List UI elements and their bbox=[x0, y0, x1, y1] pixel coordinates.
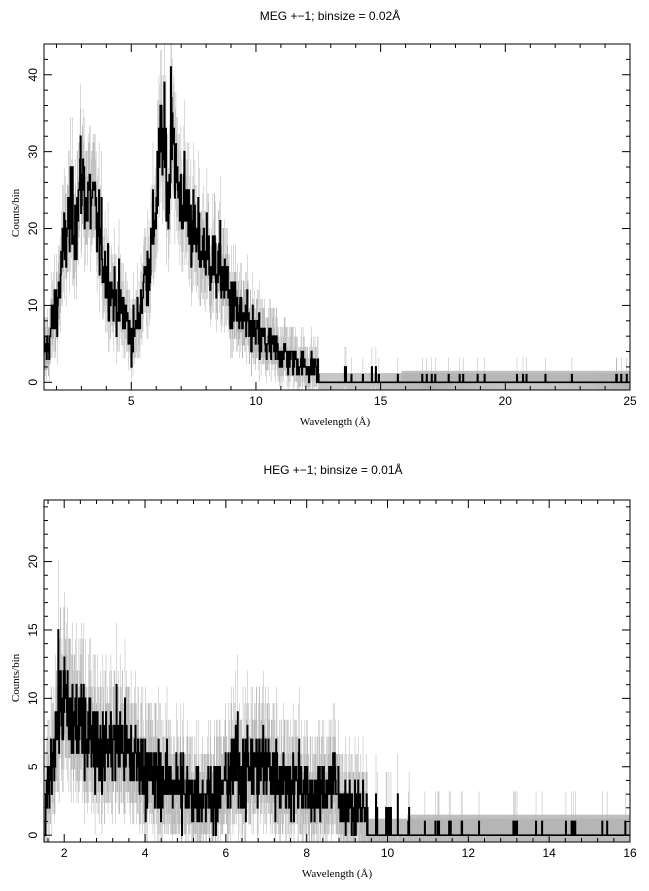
x-tick-label: 20 bbox=[499, 394, 513, 408]
histogram-line bbox=[43, 66, 631, 384]
tick-labels: 2 4 6 8 10 12 14 16 0 5 10 15 20 bbox=[26, 555, 637, 860]
plot-frame bbox=[43, 43, 631, 391]
y-tick-label: 0 bbox=[26, 379, 40, 386]
heg-panel: HEG +−1; binsize = 0.01Å 2 4 6 8 10 12 14 16 0 5 1… bbox=[10, 462, 637, 880]
x-axis-label: Wavelength (Å) bbox=[302, 868, 373, 880]
tick-labels: 5 10 15 20 25 0 10 20 30 40 bbox=[26, 68, 637, 408]
spectrum bbox=[43, 44, 631, 390]
x-tick-label: 12 bbox=[462, 846, 476, 860]
x-tick-label: 4 bbox=[142, 846, 149, 860]
x-tick-label: 8 bbox=[303, 846, 310, 860]
x-tick-label: 14 bbox=[542, 846, 556, 860]
y-tick-label: 10 bbox=[26, 298, 40, 312]
y-tick-label: 10 bbox=[26, 691, 40, 705]
y-axis-label: Counts/bin bbox=[10, 653, 22, 702]
x-tick-label: 2 bbox=[61, 846, 68, 860]
spectrum bbox=[43, 560, 631, 842]
y-tick-label: 0 bbox=[26, 832, 40, 839]
chart-title: HEG +−1; binsize = 0.01Å bbox=[263, 462, 402, 477]
y-tick-label: 20 bbox=[26, 555, 40, 569]
error-bars bbox=[43, 560, 631, 842]
y-tick-label: 40 bbox=[26, 68, 40, 82]
meg-panel: MEG +−1; binsize = 0.02Å 5 10 15 20 25 0 10 20 3… bbox=[10, 8, 637, 428]
x-tick-label: 6 bbox=[223, 846, 230, 860]
x-tick-label: 16 bbox=[623, 846, 637, 860]
x-tick-label: 10 bbox=[381, 846, 395, 860]
y-axis-label: Counts/bin bbox=[10, 188, 22, 237]
histogram-line bbox=[44, 629, 631, 836]
y-tick-label: 5 bbox=[26, 763, 40, 770]
x-tick-label: 10 bbox=[249, 394, 263, 408]
x-tick-label: 5 bbox=[128, 394, 135, 408]
x-tick-label: 25 bbox=[623, 394, 637, 408]
y-tick-label: 30 bbox=[26, 145, 40, 159]
axes-frame bbox=[43, 43, 631, 391]
x-tick-label: 15 bbox=[374, 394, 388, 408]
axes-frame bbox=[43, 499, 631, 843]
chart-title: MEG +−1; binsize = 0.02Å bbox=[260, 8, 400, 23]
x-axis-label: Wavelength (Å) bbox=[300, 416, 371, 428]
y-tick-label: 20 bbox=[26, 222, 40, 236]
y-tick-label: 15 bbox=[26, 623, 40, 637]
